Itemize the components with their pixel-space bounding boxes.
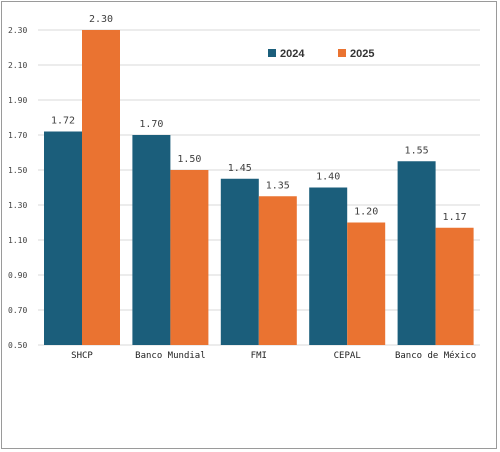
- bar-2025: [82, 30, 120, 345]
- x-category-label: Banco Mundial: [135, 351, 205, 361]
- bar-2025: [170, 170, 209, 345]
- legend-label: 2025: [350, 48, 374, 60]
- y-tick-label: 1.90: [8, 96, 27, 105]
- bar-2024: [397, 161, 436, 345]
- bar-2024: [44, 131, 82, 345]
- x-category-label: Banco de México: [395, 350, 476, 361]
- y-tick-label: 1.50: [8, 166, 27, 175]
- data-label: 2.30: [89, 14, 113, 25]
- y-tick-label: 1.10: [8, 236, 27, 245]
- bar-2024: [220, 178, 259, 345]
- y-tick-label: 2.30: [8, 26, 27, 35]
- data-label: 1.70: [139, 119, 163, 130]
- legend-swatch-2025: [338, 49, 346, 57]
- x-category-label: CEPAL: [334, 351, 361, 361]
- y-tick-label: 0.90: [8, 271, 27, 280]
- data-label: 1.45: [228, 163, 252, 174]
- y-tick-label: 0.50: [8, 341, 27, 350]
- y-tick-label: 1.70: [8, 131, 27, 140]
- legend-swatch-2024: [268, 49, 276, 57]
- data-label: 1.35: [266, 180, 290, 191]
- data-label: 1.55: [405, 145, 429, 156]
- data-label: 1.72: [51, 116, 75, 127]
- data-label: 1.40: [316, 172, 340, 183]
- data-label: 1.50: [177, 154, 201, 165]
- bar-2025: [347, 222, 386, 345]
- y-tick-label: 1.30: [8, 201, 27, 210]
- bar-2024: [132, 135, 171, 345]
- x-category-label: FMI: [251, 351, 267, 361]
- bar-2025: [435, 227, 474, 345]
- data-label: 1.20: [354, 207, 378, 218]
- y-tick-label: 0.70: [8, 306, 27, 315]
- y-tick-label: 2.10: [8, 61, 27, 70]
- bar-2025: [258, 196, 297, 345]
- x-category-label: SHCP: [71, 351, 93, 361]
- bar-2024: [309, 187, 348, 345]
- data-label: 1.17: [443, 212, 467, 223]
- legend-label: 2024: [280, 48, 305, 60]
